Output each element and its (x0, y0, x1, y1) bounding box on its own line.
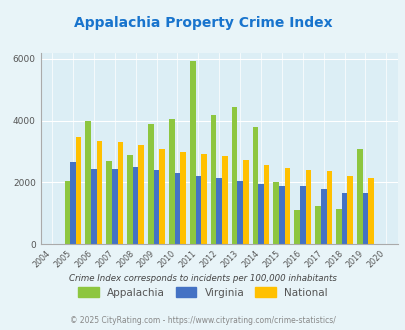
Bar (216, 178, 222, 244)
Bar (200, 154, 206, 244)
Bar (138, 146, 144, 244)
Bar (96, 141, 102, 244)
Bar (273, 182, 278, 244)
Bar (231, 107, 237, 244)
Legend: Appalachia, Virginia, National: Appalachia, Virginia, National (74, 283, 331, 302)
Bar (242, 160, 248, 244)
Bar (326, 171, 331, 244)
Bar (117, 142, 123, 244)
Bar (132, 167, 138, 244)
Bar (305, 170, 311, 244)
Text: Appalachia Property Crime Index: Appalachia Property Crime Index (73, 16, 332, 30)
Bar (168, 119, 174, 244)
Bar (190, 60, 195, 244)
Bar (320, 189, 326, 244)
Bar (362, 193, 367, 244)
Bar (294, 210, 299, 244)
Bar (335, 209, 341, 244)
Bar (70, 162, 76, 244)
Text: © 2025 CityRating.com - https://www.cityrating.com/crime-statistics/: © 2025 CityRating.com - https://www.city… (70, 316, 335, 325)
Bar (174, 173, 180, 244)
Bar (237, 181, 242, 244)
Bar (106, 161, 112, 244)
Bar (278, 185, 284, 244)
Bar (91, 169, 96, 244)
Bar (347, 176, 352, 244)
Bar (356, 148, 362, 244)
Bar (299, 185, 305, 244)
Bar (222, 156, 227, 244)
Bar (210, 115, 216, 244)
Bar (258, 184, 263, 244)
Bar (252, 127, 258, 244)
Bar (195, 176, 200, 244)
Bar (314, 206, 320, 244)
Bar (180, 152, 185, 244)
Bar (367, 179, 373, 244)
Bar (64, 181, 70, 244)
Bar (127, 155, 132, 244)
Bar (263, 165, 269, 244)
Bar (159, 149, 164, 244)
Bar (284, 168, 290, 244)
Bar (341, 193, 347, 244)
Bar (112, 169, 117, 244)
Bar (76, 137, 81, 244)
Bar (85, 121, 91, 244)
Text: Crime Index corresponds to incidents per 100,000 inhabitants: Crime Index corresponds to incidents per… (69, 274, 336, 283)
Bar (153, 170, 159, 244)
Bar (148, 124, 153, 244)
